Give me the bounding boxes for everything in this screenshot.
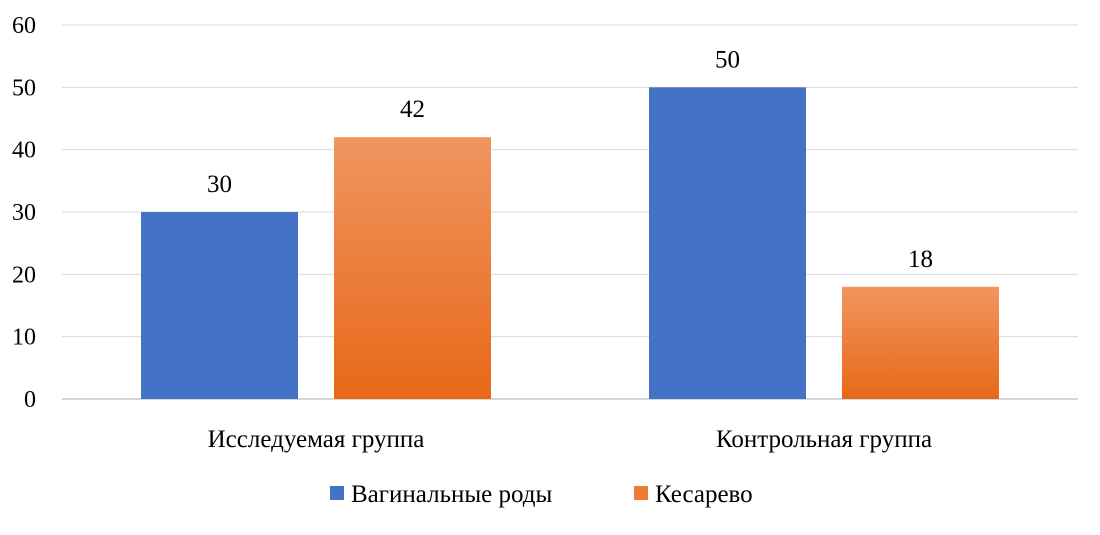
y-tick-label: 30 — [12, 200, 36, 226]
legend-label-0: Вагинальные роды — [351, 481, 552, 508]
x-axis-categories: Исследуемая группа Контрольная группа — [208, 426, 932, 453]
bar-vaginal-1 — [649, 87, 806, 399]
y-tick-label: 20 — [12, 262, 36, 288]
data-label: 50 — [715, 46, 740, 73]
x-category-label: Исследуемая группа — [208, 426, 425, 453]
legend-label-1: Кесарево — [655, 481, 753, 508]
bars — [141, 87, 999, 399]
legend-swatch-1 — [634, 486, 648, 500]
x-category-label: Контрольная группа — [716, 426, 932, 453]
y-tick-label: 10 — [12, 325, 36, 351]
data-label: 30 — [207, 171, 232, 198]
y-tick-label: 40 — [12, 138, 36, 164]
bar-cesarean-1 — [842, 286, 999, 399]
y-tick-label: 50 — [12, 75, 36, 101]
legend-swatch-0 — [330, 486, 344, 500]
data-labels: 30 42 50 18 — [207, 46, 933, 272]
data-label: 42 — [400, 96, 425, 123]
y-tick-label: 0 — [24, 387, 36, 413]
bar-cesarean-0 — [334, 137, 491, 399]
y-axis-ticks: 0 10 20 30 40 50 60 — [12, 13, 36, 413]
bar-vaginal-0 — [141, 212, 298, 399]
legend: Вагинальные роды Кесарево — [330, 481, 753, 508]
data-label: 18 — [908, 246, 933, 273]
y-tick-label: 60 — [12, 13, 36, 39]
